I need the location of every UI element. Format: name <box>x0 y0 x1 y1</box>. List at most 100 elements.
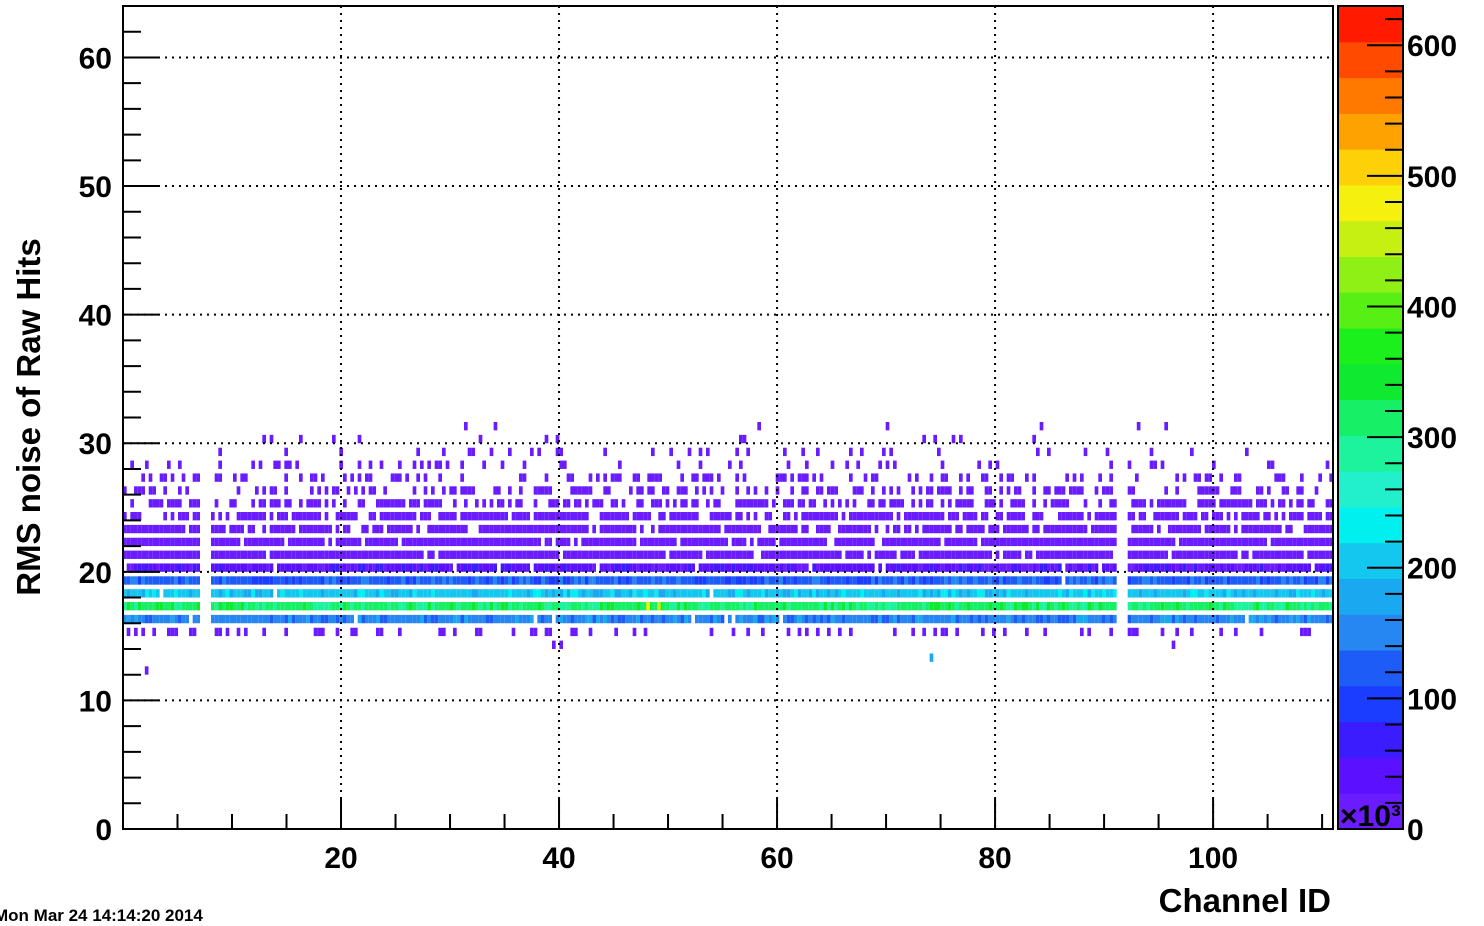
heatmap-cell <box>643 537 648 547</box>
heatmap-cell <box>453 524 457 534</box>
heatmap-cell <box>658 512 662 521</box>
heatmap-cell <box>647 614 651 624</box>
heatmap-cell <box>467 563 472 572</box>
heatmap-cell <box>618 460 622 469</box>
heatmap-cell <box>973 537 978 547</box>
heatmap-cell <box>544 614 549 624</box>
heatmap-cell <box>735 550 739 559</box>
heatmap-cell <box>768 512 772 521</box>
heatmap-cell <box>746 447 750 457</box>
heatmap-cell <box>1241 499 1245 508</box>
heatmap-cell <box>966 524 970 534</box>
heatmap-cell <box>416 447 420 457</box>
heatmap-cell <box>1098 602 1102 611</box>
heatmap-cell <box>1230 602 1234 611</box>
heatmap-cell <box>992 563 996 572</box>
heatmap-cell <box>981 614 985 624</box>
heatmap-cell <box>926 576 930 585</box>
heatmap-cell <box>1311 576 1315 585</box>
timestamp-label: Mon Mar 24 14:14:20 2014 <box>0 906 203 925</box>
heatmap-cell <box>262 602 266 611</box>
heatmap-cell <box>764 499 769 508</box>
heatmap-cell <box>467 589 472 598</box>
heatmap-cell <box>1149 499 1154 508</box>
heatmap-cell <box>1263 537 1267 547</box>
heatmap-cell <box>867 512 871 521</box>
heatmap-cell <box>596 550 600 559</box>
heatmap-cell <box>929 473 934 482</box>
heatmap-cell <box>739 576 743 585</box>
heatmap-cell <box>1274 537 1278 547</box>
heatmap-cell <box>266 563 270 572</box>
heatmap-cell <box>816 550 820 559</box>
heatmap-cell <box>1043 602 1047 611</box>
heatmap-cell <box>420 614 424 624</box>
heatmap-cell <box>860 537 864 547</box>
heatmap-cell <box>1197 550 1201 559</box>
heatmap-cell <box>335 589 340 598</box>
heatmap-cell <box>599 512 604 521</box>
heatmap-cell <box>522 614 527 624</box>
heatmap-cell <box>192 550 197 559</box>
heatmap-cell <box>863 576 868 585</box>
heatmap-cell <box>548 499 552 508</box>
heatmap-cell <box>981 524 985 534</box>
heatmap-cell <box>860 512 864 521</box>
heatmap-cell <box>152 486 156 495</box>
heatmap-cell <box>1270 550 1275 559</box>
heatmap-cell <box>394 576 398 585</box>
heatmap-cell <box>640 499 644 508</box>
heatmap-cell <box>662 524 666 534</box>
heatmap-cell <box>552 550 556 559</box>
heatmap-cell <box>588 614 593 624</box>
heatmap-cell <box>412 576 417 585</box>
heatmap-cell <box>878 614 882 624</box>
heatmap-cell <box>196 614 200 624</box>
heatmap-cell <box>581 576 585 585</box>
heatmap-cell <box>555 589 560 598</box>
heatmap-cell <box>159 550 164 559</box>
heatmap-cell <box>332 550 336 559</box>
heatmap-cell <box>852 602 857 611</box>
heatmap-cell <box>761 499 765 508</box>
heatmap-cell <box>720 486 725 495</box>
heatmap-cell <box>519 589 523 598</box>
heatmap-cell <box>273 537 277 547</box>
heatmap-cell <box>1300 589 1304 598</box>
heatmap-cell <box>544 473 549 482</box>
heatmap-cell <box>522 589 527 598</box>
heatmap-cell <box>1083 499 1088 508</box>
x-tick-labels: 20 40 60 80 100 <box>324 842 1238 875</box>
heatmap-cell <box>871 563 875 572</box>
heatmap-cell <box>995 602 1000 611</box>
heatmap-cell <box>1201 550 1205 559</box>
heatmap-cell <box>383 499 387 508</box>
heatmap-cell <box>849 447 853 457</box>
heatmap-cell <box>222 563 226 572</box>
heatmap-cell <box>904 550 908 559</box>
heatmap-cell <box>1047 589 1051 598</box>
heatmap-cell <box>713 550 717 559</box>
heatmap-cell <box>1311 524 1315 534</box>
heatmap-cell <box>632 550 637 559</box>
heatmap-cell <box>1303 627 1308 637</box>
heatmap-cell <box>313 524 318 534</box>
heatmap-cell <box>537 576 541 585</box>
heatmap-cell <box>1241 550 1245 559</box>
heatmap-cell <box>951 434 956 444</box>
heatmap-cell <box>915 537 919 547</box>
heatmap-cell <box>181 614 186 624</box>
heatmap-cell <box>651 537 655 547</box>
heatmap-cell <box>167 563 171 572</box>
heatmap-cell <box>1175 563 1179 572</box>
heatmap-cell <box>621 499 626 508</box>
heatmap-cell <box>1241 524 1245 534</box>
heatmap-cell <box>137 614 142 624</box>
heatmap-cell <box>856 563 860 572</box>
heatmap-cell <box>717 563 721 572</box>
heatmap-cell <box>603 512 607 521</box>
heatmap-cell <box>493 589 497 598</box>
heatmap-cell <box>1223 589 1227 598</box>
heatmap-cell <box>1267 589 1271 598</box>
heatmap-cell <box>1182 512 1187 521</box>
